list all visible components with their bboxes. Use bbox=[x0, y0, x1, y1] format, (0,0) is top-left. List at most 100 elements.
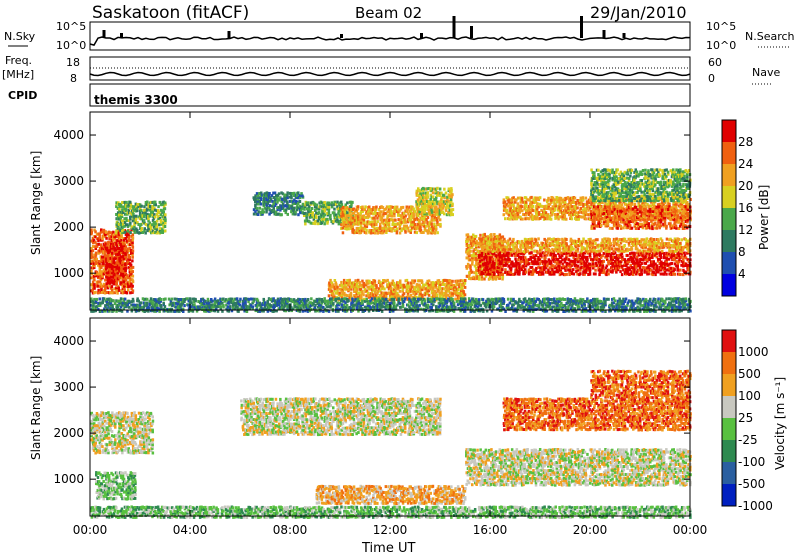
echo-cell bbox=[131, 270, 134, 274]
echo-cell bbox=[533, 257, 537, 261]
echo-cell bbox=[256, 194, 260, 198]
echo-cell bbox=[291, 202, 294, 206]
echo-cell bbox=[411, 289, 414, 293]
echo-cell bbox=[490, 254, 493, 258]
echo-cell bbox=[486, 270, 489, 274]
echo-cell bbox=[484, 268, 487, 272]
echo-cell bbox=[629, 272, 632, 276]
echo-cell bbox=[108, 267, 111, 271]
echo-cell bbox=[630, 257, 634, 261]
echo-cell bbox=[398, 213, 401, 217]
echo-cell bbox=[534, 262, 537, 266]
echo-cell bbox=[416, 222, 420, 226]
echo-cell bbox=[309, 209, 312, 213]
echo-cell bbox=[579, 262, 582, 266]
echo-cell bbox=[121, 205, 124, 209]
echo-cell bbox=[548, 266, 552, 270]
echo-cell bbox=[273, 202, 276, 206]
echo-cell bbox=[328, 281, 331, 285]
echo-cell bbox=[155, 225, 158, 229]
echo-cell bbox=[475, 268, 478, 272]
echo-cell bbox=[492, 252, 496, 255]
echo-cell bbox=[500, 255, 503, 259]
echo-cell bbox=[485, 257, 489, 261]
echo-cell bbox=[131, 249, 135, 253]
echo-cell bbox=[465, 241, 469, 245]
echo-cell bbox=[466, 233, 470, 237]
echo-cell bbox=[474, 266, 478, 270]
echo-cell bbox=[379, 283, 382, 287]
echo-cell bbox=[605, 264, 609, 268]
echo-cell bbox=[439, 295, 442, 299]
echo-cell bbox=[90, 230, 93, 234]
echo-cell bbox=[363, 288, 367, 291]
echo-cell bbox=[583, 247, 586, 251]
echo-cell bbox=[398, 227, 402, 231]
echo-cell bbox=[555, 268, 559, 272]
echo-cell bbox=[115, 261, 119, 265]
echo-cell bbox=[156, 209, 160, 212]
echo-cell bbox=[669, 268, 673, 272]
echo-cell bbox=[520, 268, 524, 272]
echo-cell bbox=[397, 287, 400, 291]
echo-cell bbox=[117, 222, 121, 226]
echo-cell bbox=[395, 227, 399, 231]
echo-cell bbox=[349, 222, 353, 226]
echo-cell bbox=[436, 231, 439, 235]
echo-cell bbox=[138, 203, 142, 207]
echo-cell bbox=[117, 257, 120, 261]
echo-cell bbox=[635, 270, 639, 274]
echo-cell bbox=[115, 205, 118, 208]
echo-cell bbox=[493, 268, 496, 272]
echo-cell bbox=[491, 275, 495, 279]
echo-cell bbox=[98, 268, 102, 272]
echo-cell bbox=[385, 205, 389, 209]
echo-cell bbox=[92, 264, 95, 268]
echo-cell bbox=[98, 251, 101, 255]
echo-cell bbox=[365, 222, 369, 226]
echo-cell bbox=[122, 229, 125, 232]
echo-cell bbox=[104, 249, 107, 253]
echo-cell bbox=[368, 205, 371, 209]
echo-cell bbox=[105, 246, 108, 250]
echo-cell bbox=[394, 295, 397, 299]
echo-cell bbox=[576, 260, 580, 264]
echo-cell bbox=[377, 287, 381, 291]
echo-cell bbox=[375, 205, 378, 209]
echo-cell bbox=[343, 281, 346, 285]
echo-cell bbox=[572, 272, 576, 276]
echo-cell bbox=[592, 266, 595, 270]
echo-cell bbox=[90, 283, 93, 287]
echo-cell bbox=[268, 192, 271, 195]
echo-cell bbox=[515, 262, 518, 266]
echo-cell bbox=[349, 294, 353, 298]
echo-cell bbox=[395, 231, 399, 235]
echo-cell bbox=[508, 251, 511, 255]
echo-cell bbox=[92, 241, 95, 245]
echo-cell bbox=[355, 228, 359, 232]
echo-cell bbox=[413, 230, 417, 234]
echo-cell bbox=[422, 283, 425, 287]
echo-cell bbox=[421, 285, 424, 289]
echo-cell bbox=[294, 210, 297, 214]
echo-cell bbox=[420, 201, 424, 205]
echo-cell bbox=[480, 270, 484, 274]
echo-cell bbox=[494, 263, 498, 267]
echo-cell bbox=[670, 255, 674, 259]
echo-cell bbox=[283, 209, 286, 212]
echo-cell bbox=[118, 265, 121, 269]
echo-cell bbox=[404, 285, 407, 289]
echo-cell bbox=[297, 196, 300, 200]
echo-cell bbox=[92, 274, 96, 278]
echo-cell bbox=[471, 260, 474, 264]
echo-cell bbox=[385, 229, 388, 233]
echo-cell bbox=[123, 267, 127, 271]
echo-cell bbox=[568, 251, 571, 255]
echo-cell bbox=[358, 296, 362, 300]
nave-tick-bottom: 0 bbox=[708, 72, 715, 85]
echo-cell bbox=[556, 259, 560, 263]
echo-cell bbox=[345, 220, 349, 224]
echo-cell bbox=[282, 207, 285, 210]
echo-cell bbox=[119, 228, 122, 232]
echo-cell bbox=[348, 218, 352, 222]
